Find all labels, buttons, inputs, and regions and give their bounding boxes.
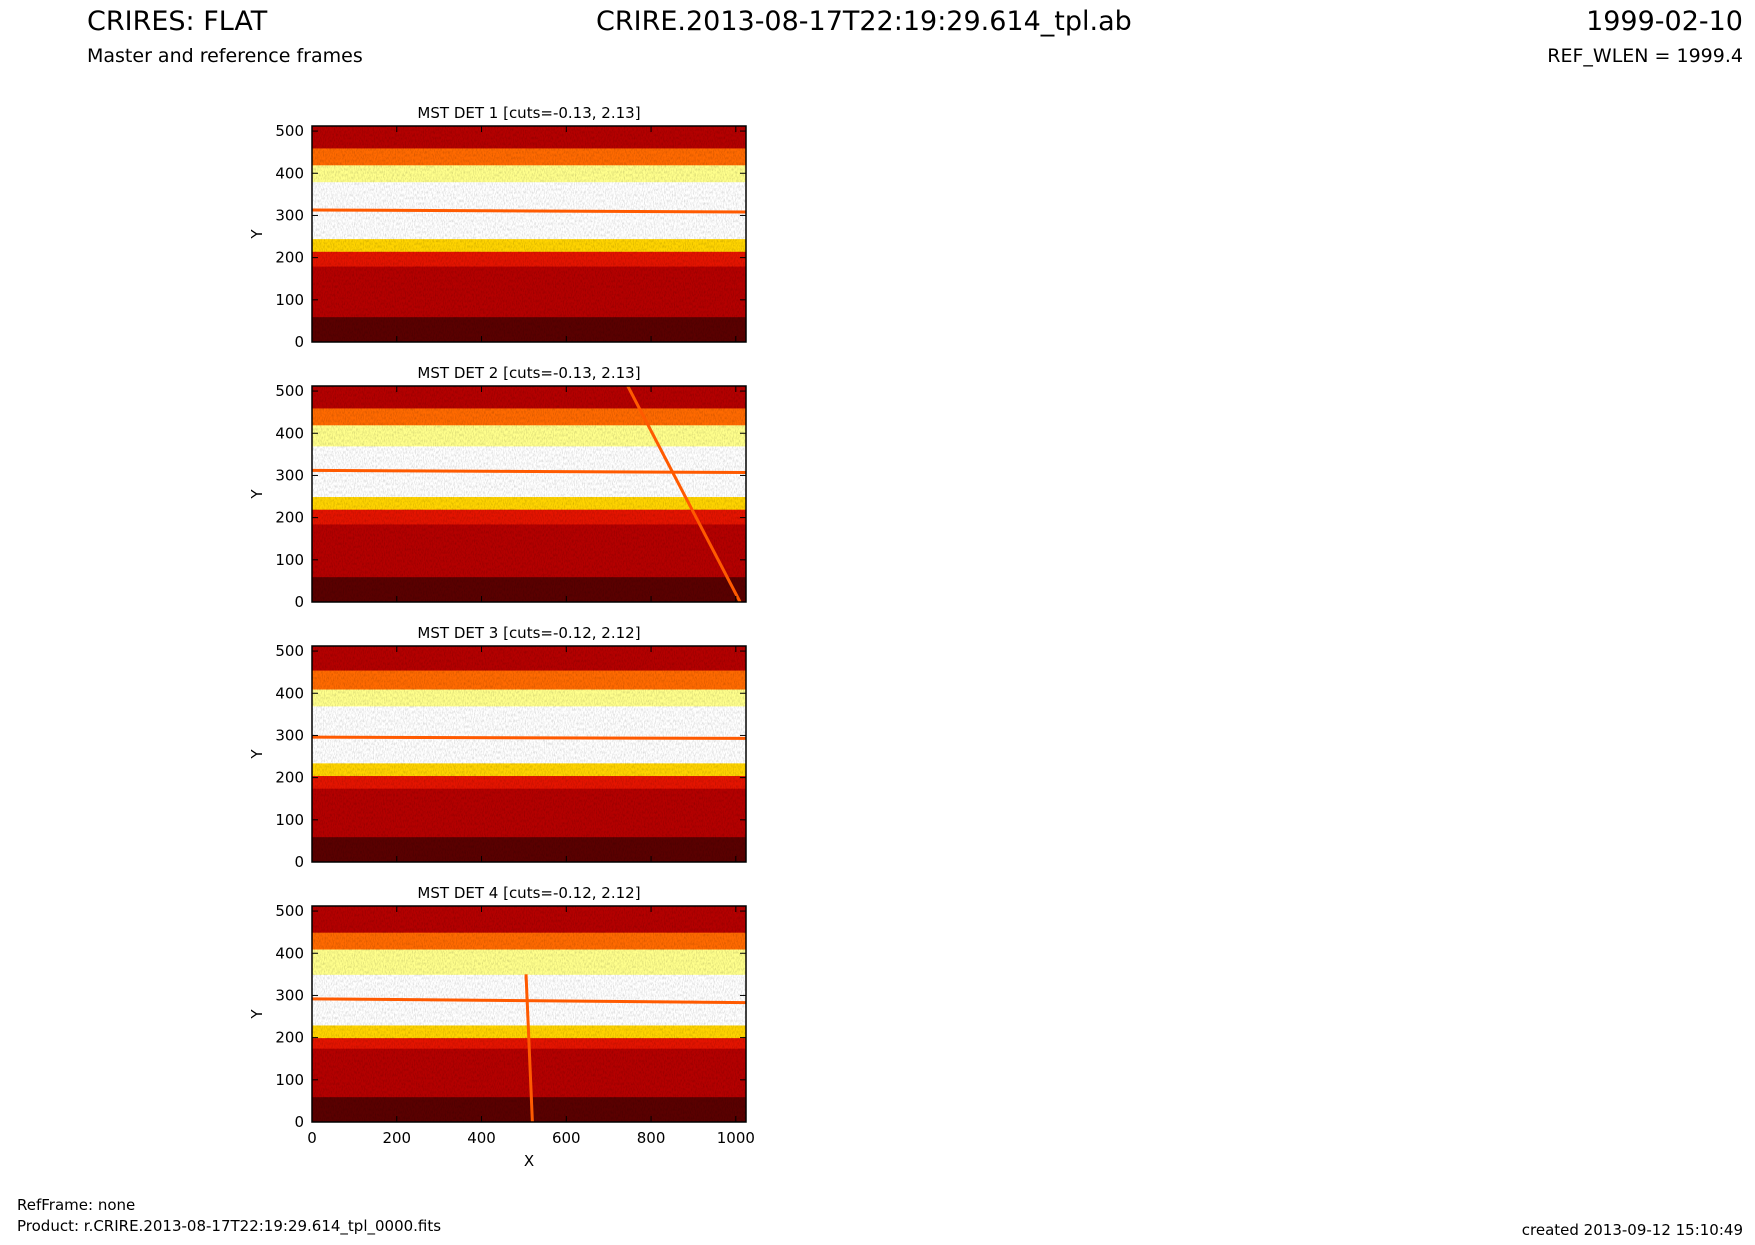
y-tick-label: 0: [294, 593, 304, 611]
y-axis-label: Y: [248, 749, 266, 760]
panel-title: MST DET 4 [cuts=-0.12, 2.12]: [417, 884, 640, 902]
panel-title: MST DET 3 [cuts=-0.12, 2.12]: [417, 624, 640, 642]
x-tick-label: 200: [382, 1129, 411, 1147]
panel-title: MST DET 1 [cuts=-0.13, 2.13]: [417, 104, 640, 122]
plot-frame: [311, 645, 747, 863]
heatmap-image: [312, 906, 746, 1122]
y-tick-label: 400: [275, 944, 304, 962]
y-tick-label: 100: [275, 1071, 304, 1089]
y-tick-label: 400: [275, 164, 304, 182]
heatmap-noise: [312, 126, 746, 342]
x-axis-label: X: [524, 1152, 534, 1170]
y-tick-label: 500: [275, 122, 304, 140]
trace-line: [312, 208, 746, 214]
y-tick-label: 300: [275, 986, 304, 1004]
plot-frame: [311, 125, 747, 343]
plot-frame: [311, 385, 747, 603]
y-tick-label: 400: [275, 424, 304, 442]
y-axis-label: Y: [248, 229, 266, 240]
y-tick-label: 200: [275, 249, 304, 267]
y-tick-label: 0: [294, 333, 304, 351]
x-tick-label: 0: [307, 1129, 317, 1147]
ref-frame-label: RefFrame: none: [17, 1196, 136, 1214]
figure-subtitle: Master and reference frames: [87, 45, 363, 67]
x-tick-label: 800: [637, 1129, 666, 1147]
figure-title: CRIRES: FLAT: [87, 6, 268, 37]
file-title: CRIRE.2013-08-17T22:19:29.614_tpl.ab: [596, 6, 1132, 37]
date-title: 1999-02-10: [1586, 6, 1743, 37]
trace-line: [312, 735, 746, 740]
x-tick-label: 600: [552, 1129, 581, 1147]
product-label: Product: r.CRIRE.2013-08-17T22:19:29.614…: [17, 1217, 442, 1235]
heatmap-image: [312, 126, 746, 342]
y-tick-label: 200: [275, 769, 304, 787]
trace-line: [626, 386, 742, 602]
y-tick-label: 500: [275, 382, 304, 400]
panel-det-3: 0 100 200 300 400 500 MST DET 3 [cuts=-0.12, 2…: [248, 624, 747, 871]
y-tick-label: 300: [275, 466, 304, 484]
y-tick-label: 500: [275, 902, 304, 920]
trace-line: [312, 468, 746, 474]
y-tick-label: 300: [275, 726, 304, 744]
y-axis-label: Y: [248, 489, 266, 500]
y-tick-label: 200: [275, 509, 304, 527]
y-tick-label: 100: [275, 811, 304, 829]
y-tick-label: 200: [275, 1029, 304, 1047]
y-tick-label: 500: [275, 642, 304, 660]
ref-wlen-label: REF_WLEN = 1999.4: [1547, 45, 1743, 67]
panel-title: MST DET 2 [cuts=-0.13, 2.13]: [417, 364, 640, 382]
heatmap-image: [312, 646, 746, 862]
x-tick-label: 1000: [717, 1129, 755, 1147]
y-tick-label: 300: [275, 206, 304, 224]
panel-det-2: 0 100 200 300 400 500 MST DET 2 [cuts=-0.13, 2…: [248, 364, 747, 611]
heatmap-noise: [312, 386, 746, 602]
y-tick-label: 0: [294, 1113, 304, 1131]
y-tick-label: 100: [275, 551, 304, 569]
y-axis-label: Y: [248, 1009, 266, 1020]
trace-line: [524, 974, 534, 1122]
trace-line: [312, 997, 746, 1005]
heatmap-noise: [312, 646, 746, 862]
heatmap-image: [312, 386, 746, 602]
y-tick-label: 0: [294, 853, 304, 871]
created-label: created 2013-09-12 15:10:49: [1521, 1221, 1743, 1239]
x-tick-label: 400: [467, 1129, 496, 1147]
panel-det-1: 0 100 200 300 400 500 MST DET 1 [cuts=-0.13, 2…: [248, 104, 747, 351]
y-tick-label: 400: [275, 684, 304, 702]
y-tick-label: 100: [275, 291, 304, 309]
plot-frame: [311, 905, 747, 1123]
panel-det-4: 0 100 200 300 400 500 0 200 400 600 800 1000 MST DET…: [248, 884, 755, 1170]
